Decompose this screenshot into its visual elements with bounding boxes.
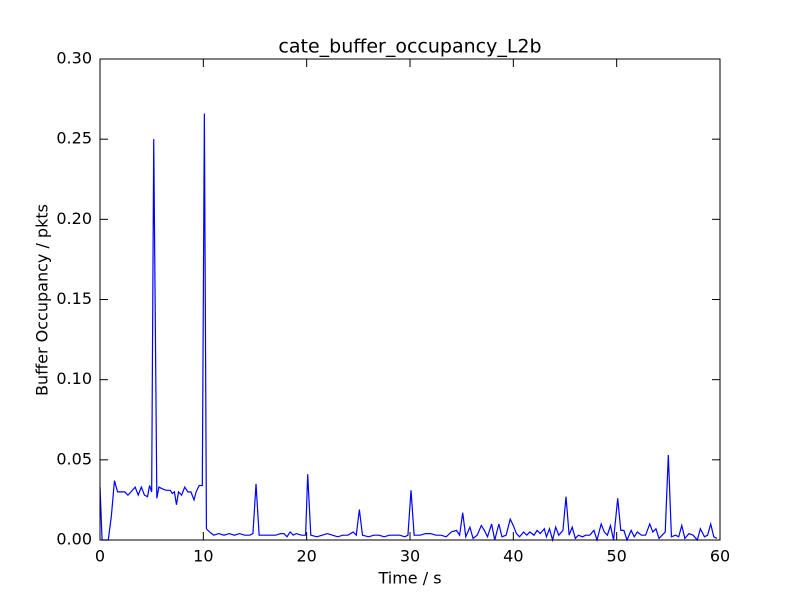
x-tick-label: 60 bbox=[710, 547, 730, 566]
y-tick-label: 0.30 bbox=[56, 49, 92, 68]
y-tick-label: 0.20 bbox=[56, 209, 92, 228]
x-tick-label: 20 bbox=[296, 547, 316, 566]
x-tick-label: 0 bbox=[95, 547, 105, 566]
y-tick-label: 0.00 bbox=[56, 530, 92, 549]
x-tick-label: 40 bbox=[503, 547, 523, 566]
plot-frame bbox=[99, 58, 721, 541]
y-axis-label: Buffer Occupancy / pkts bbox=[33, 204, 52, 396]
y-tick-label: 0.05 bbox=[56, 449, 92, 468]
x-tick-label: 30 bbox=[400, 547, 420, 566]
x-tick-label: 50 bbox=[606, 547, 626, 566]
data-line bbox=[99, 113, 718, 543]
x-tick-label: 10 bbox=[193, 547, 213, 566]
y-tick-label: 0.10 bbox=[56, 369, 92, 388]
chart-title: cate_buffer_occupancy_L2b bbox=[278, 36, 541, 58]
x-axis-label: Time / s bbox=[377, 569, 441, 588]
y-tick-label: 0.15 bbox=[56, 289, 92, 308]
y-tick-label: 0.25 bbox=[56, 129, 92, 148]
